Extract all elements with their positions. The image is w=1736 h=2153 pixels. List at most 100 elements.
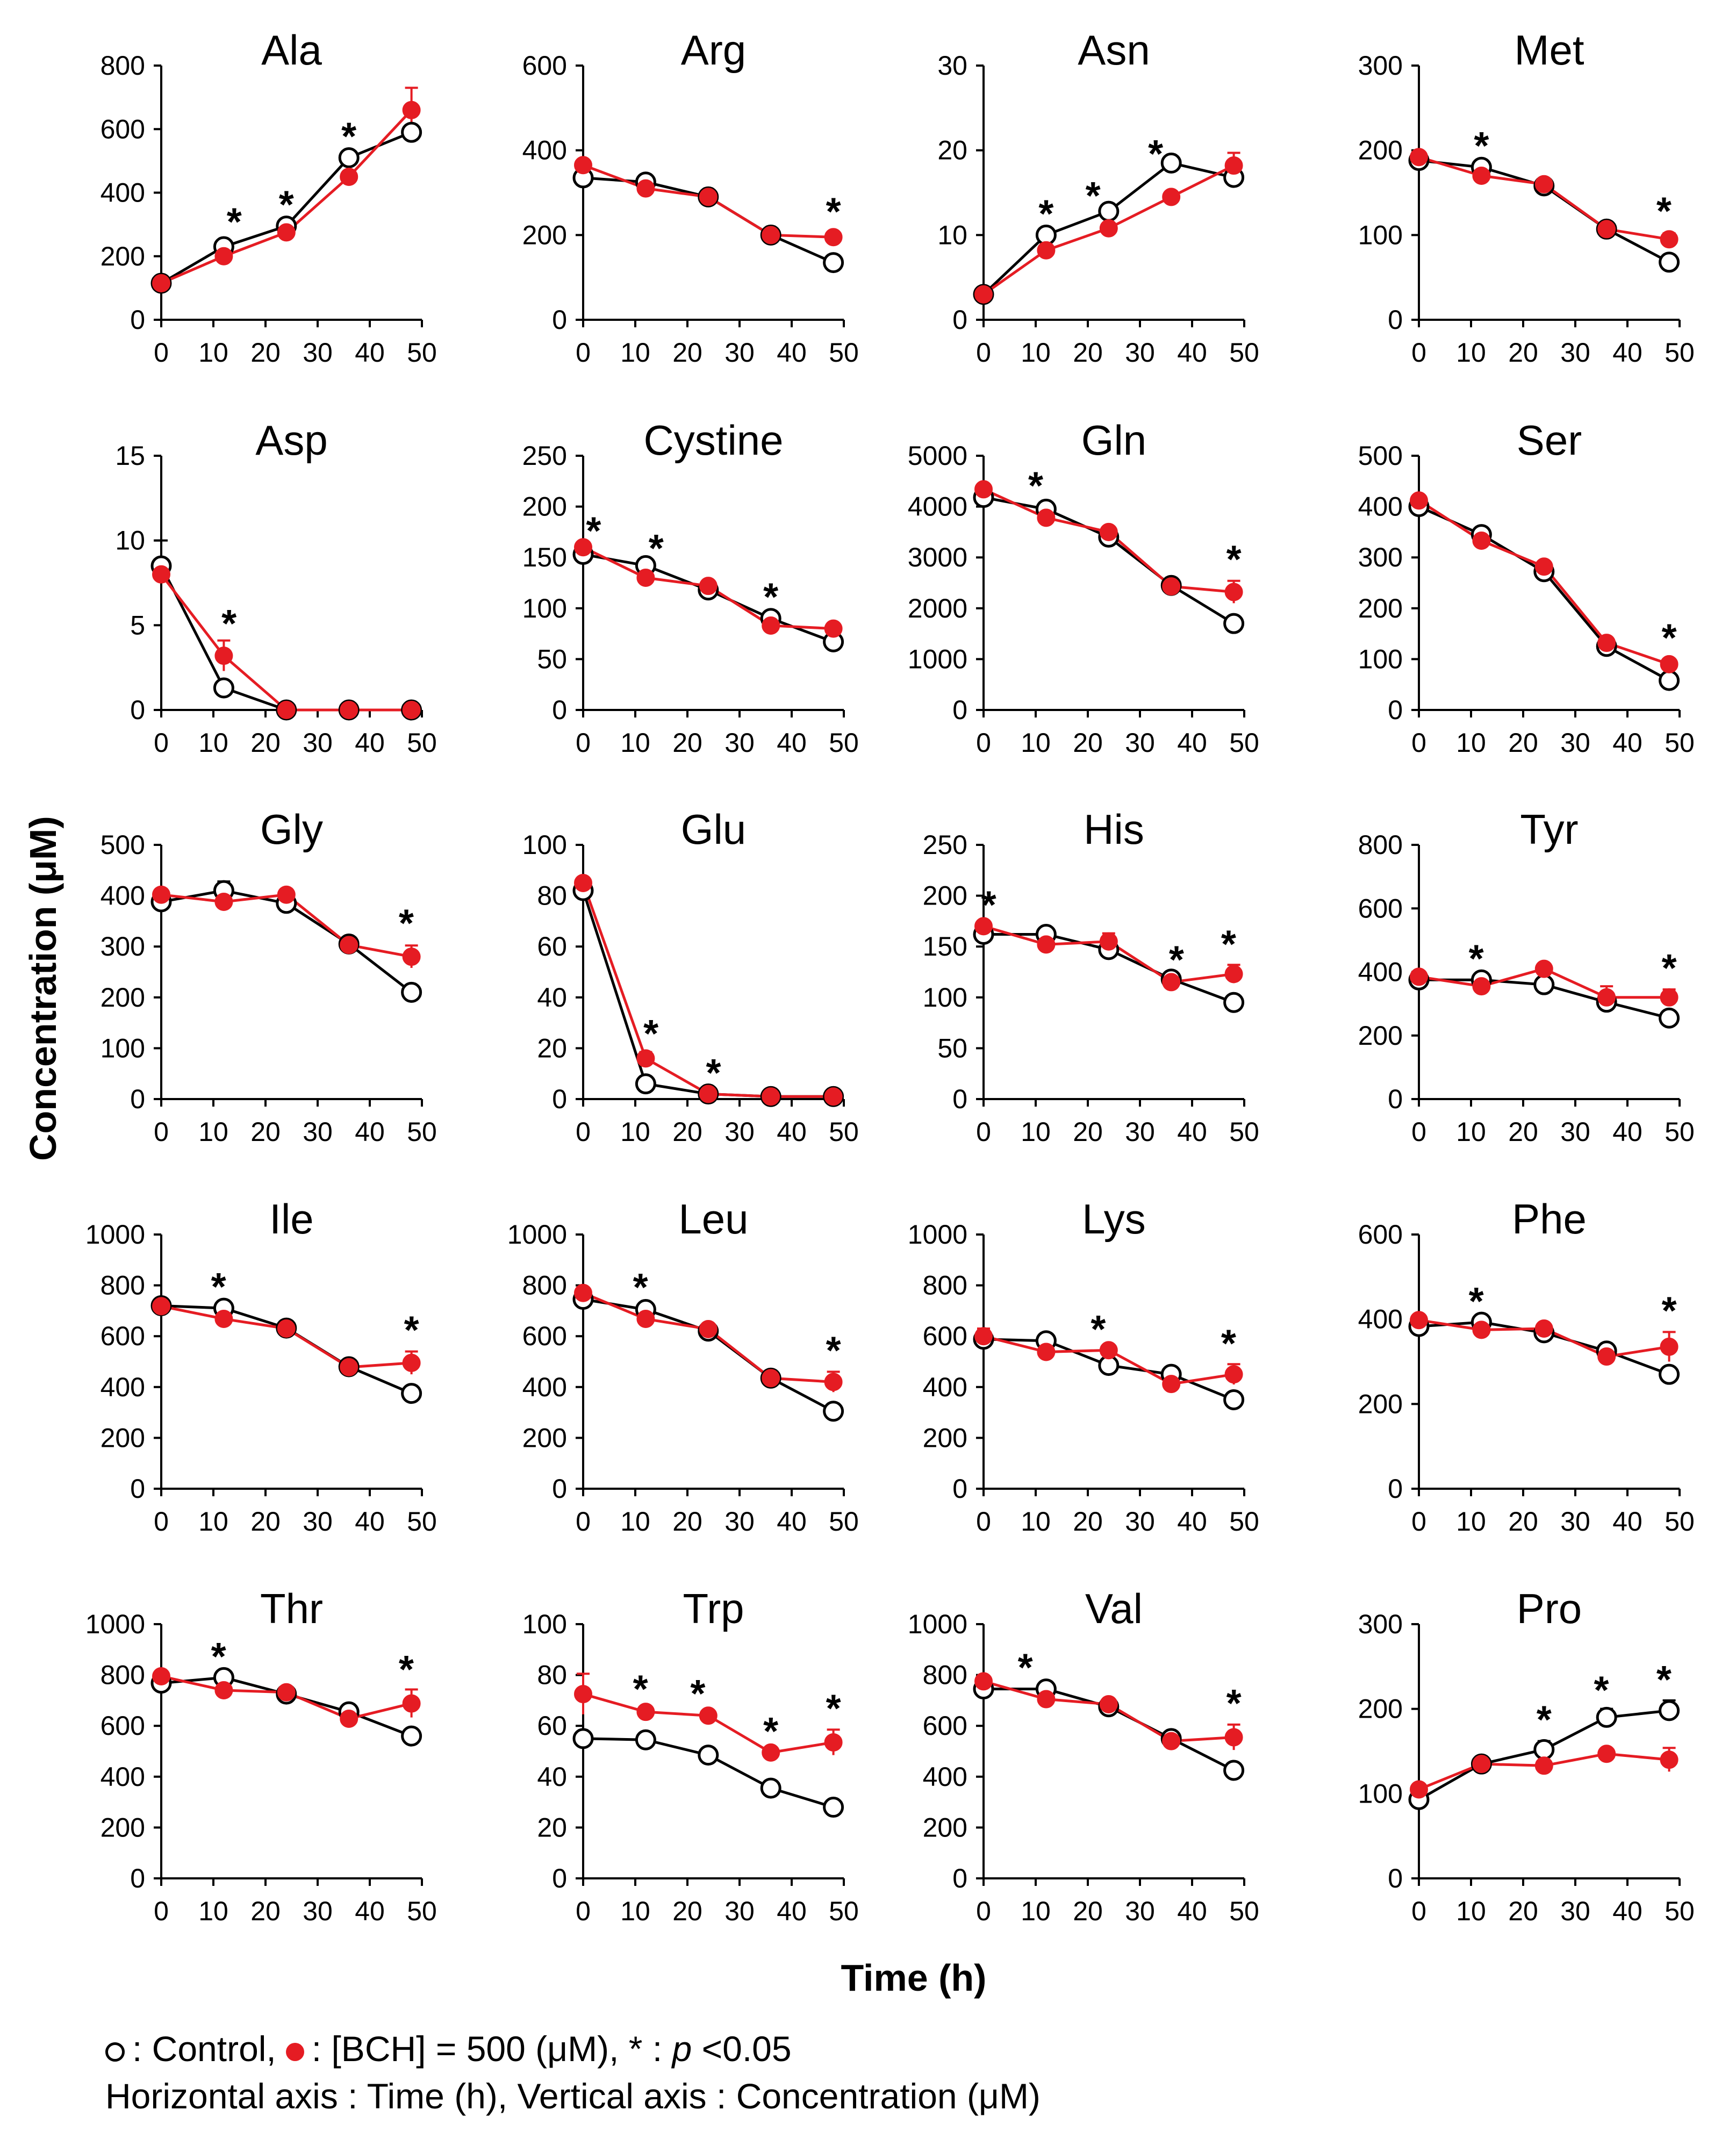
control-data-point <box>1223 1760 1245 1781</box>
bch-data-point <box>277 885 296 904</box>
y-tick-label: 0 <box>130 1863 145 1893</box>
x-tick-label: 40 <box>1177 338 1207 368</box>
significance-star: * <box>399 902 414 945</box>
y-tick-label: 200 <box>1358 1021 1403 1051</box>
bch-data-point <box>974 480 993 499</box>
x-tick-label: 50 <box>1229 1117 1259 1147</box>
y-tick-label: 50 <box>937 1033 967 1063</box>
y-tick-label: 600 <box>522 51 567 81</box>
x-tick-label: 10 <box>1021 1506 1051 1537</box>
x-tick-label: 50 <box>1665 1896 1695 1926</box>
y-tick-label: 400 <box>101 1762 145 1792</box>
control-data-point <box>572 1728 594 1749</box>
y-tick-label: 400 <box>522 135 567 166</box>
y-tick-label: 20 <box>937 135 967 166</box>
y-tick-label: 5 <box>130 610 145 640</box>
bch-data-point <box>277 223 296 242</box>
y-tick-label: 200 <box>923 1423 967 1453</box>
x-tick-label: 20 <box>672 338 702 368</box>
panel-tyr: 0 200 400 600 800 0 10 20 30 40 50 Tyr * * <box>1358 806 1695 1147</box>
bch-data-point <box>636 1049 655 1068</box>
y-tick-label: 0 <box>952 1863 967 1893</box>
x-axis-title: Time (h) <box>841 1957 987 1999</box>
significance-star: * <box>1537 1699 1552 1742</box>
y-tick-label: 0 <box>552 1863 567 1893</box>
y-tick-label: 800 <box>923 1660 967 1690</box>
x-tick-label: 10 <box>1021 338 1051 368</box>
bch-data-point <box>340 936 358 955</box>
y-tick-label: 1000 <box>908 1219 967 1250</box>
y-tick-label: 400 <box>1358 957 1403 987</box>
y-tick-label: 200 <box>522 1423 567 1453</box>
x-tick-label: 0 <box>576 1896 591 1926</box>
significance-star: * <box>221 602 236 645</box>
control-data-point <box>1223 992 1245 1013</box>
x-tick-label: 40 <box>1177 1506 1207 1537</box>
significance-star: * <box>1028 465 1043 508</box>
x-tick-label: 40 <box>1177 1117 1207 1147</box>
significance-star: * <box>1038 192 1053 235</box>
significance-star: * <box>1594 1669 1609 1712</box>
bch-data-point <box>574 538 592 557</box>
significance-star: * <box>826 1687 841 1730</box>
x-tick-label: 0 <box>976 1117 991 1147</box>
control-data-point <box>760 1777 781 1799</box>
y-tick-label: 300 <box>1358 1609 1403 1639</box>
y-tick-label: 200 <box>101 1423 145 1453</box>
panel-lys: 0 200 400 600 800 1000 0 10 20 30 40 50 Lys * * <box>908 1195 1259 1537</box>
bch-data-point <box>699 1085 718 1103</box>
panel-asn: 0 10 20 30 0 10 20 30 40 50 Asn * * * <box>937 26 1259 368</box>
significance-star: * <box>1474 125 1489 168</box>
x-tick-label: 0 <box>976 1506 991 1537</box>
x-tick-label: 10 <box>198 728 228 758</box>
y-tick-label: 250 <box>923 830 967 860</box>
control-data-point <box>1160 152 1182 174</box>
control-data-point <box>401 121 422 143</box>
panel-title: Trp <box>683 1585 744 1632</box>
y-tick-label: 600 <box>1358 893 1403 923</box>
x-tick-label: 50 <box>1665 1506 1695 1537</box>
x-tick-label: 10 <box>198 1117 228 1147</box>
x-tick-label: 30 <box>303 1506 333 1537</box>
panel-ile: 0 200 400 600 800 1000 0 10 20 30 40 50 Ile * * <box>85 1195 437 1537</box>
bch-data-point <box>1472 1755 1491 1774</box>
y-tick-label: 200 <box>1358 135 1403 166</box>
bch-data-point <box>762 1743 780 1762</box>
x-tick-label: 20 <box>1508 1506 1538 1537</box>
y-tick-label: 1000 <box>908 644 967 674</box>
bch-data-point <box>1037 241 1056 260</box>
significance-star: * <box>1656 190 1672 233</box>
x-tick-label: 40 <box>1612 1506 1642 1537</box>
y-tick-label: 800 <box>923 1271 967 1301</box>
bch-data-point <box>1597 1347 1616 1366</box>
x-tick-label: 10 <box>1456 1117 1486 1147</box>
x-tick-label: 10 <box>1021 728 1051 758</box>
panel-title: Glu <box>681 806 746 853</box>
significance-star: * <box>643 1013 658 1056</box>
panel-title: Arg <box>681 26 746 74</box>
bch-data-point <box>824 1733 843 1752</box>
control-data-point <box>1223 1389 1245 1410</box>
control-series-line <box>983 496 1235 625</box>
significance-star: * <box>1469 937 1484 980</box>
legend-p-prefix: : <box>652 2029 663 2069</box>
x-tick-label: 30 <box>1125 1506 1155 1537</box>
significance-star: * <box>1086 175 1101 218</box>
bch-data-point <box>1534 175 1553 193</box>
x-tick-label: 30 <box>1560 1896 1590 1926</box>
bch-data-point <box>1410 1780 1428 1799</box>
y-tick-label: 100 <box>923 982 967 1013</box>
x-tick-label: 30 <box>303 1896 333 1926</box>
y-tick-label: 0 <box>1388 305 1403 335</box>
control-data-point <box>401 981 422 1003</box>
significance-star: * <box>211 1635 226 1678</box>
x-tick-label: 20 <box>672 1896 702 1926</box>
bch-data-point <box>636 569 655 587</box>
x-tick-label: 30 <box>724 338 755 368</box>
significance-star: * <box>1018 1647 1033 1690</box>
control-data-point <box>1596 1706 1617 1728</box>
y-tick-label: 100 <box>1358 644 1403 674</box>
x-tick-label: 10 <box>198 1896 228 1926</box>
bch-data-point <box>1410 148 1428 167</box>
panel-gln: 0 1000 2000 3000 4000 5000 0 10 20 30 40 50 Gln * * <box>908 417 1259 758</box>
